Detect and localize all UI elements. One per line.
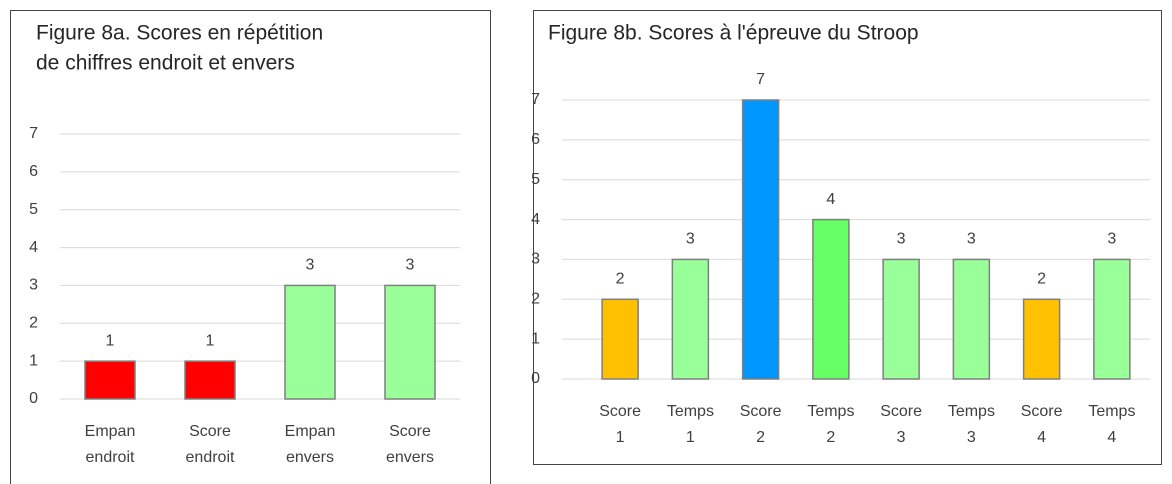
- bar: [882, 258, 920, 380]
- x-tick-label: Score: [599, 403, 641, 420]
- x-tick-label: endroit: [186, 449, 235, 466]
- chart-title: Figure 8a. Scores en répétition: [36, 22, 323, 45]
- x-tick-label: Temps: [1088, 403, 1135, 420]
- bar: [601, 298, 639, 380]
- value-label: 3: [406, 257, 415, 274]
- y-tick-label: 6: [531, 131, 540, 148]
- value-label: 1: [106, 332, 115, 349]
- y-tick-label: 0: [531, 370, 540, 387]
- value-label: 3: [306, 257, 315, 274]
- x-tick-label: Score: [189, 423, 231, 440]
- bar: [184, 360, 236, 400]
- value-label: 7: [756, 71, 765, 88]
- value-label: 2: [616, 271, 625, 288]
- x-tick-label: 1: [686, 429, 695, 446]
- x-tick-label: endroit: [86, 449, 135, 466]
- y-tick-label: 6: [29, 163, 38, 180]
- chart-title: de chiffres endroit et envers: [36, 52, 295, 75]
- y-tick-label: 3: [29, 277, 38, 294]
- bar: [741, 99, 780, 380]
- x-tick-label: Score: [389, 423, 431, 440]
- x-tick-label: Score: [740, 403, 782, 420]
- y-tick-label: 4: [531, 211, 540, 228]
- x-tick-label: 2: [756, 429, 765, 446]
- x-tick-label: 4: [1037, 429, 1046, 446]
- x-tick-label: Score: [1021, 403, 1063, 420]
- value-label: 4: [826, 191, 835, 208]
- y-tick-label: 5: [29, 201, 38, 218]
- bar: [1093, 258, 1131, 380]
- x-tick-label: 3: [967, 429, 976, 446]
- y-tick-label: 1: [29, 352, 38, 369]
- bar: [84, 360, 136, 400]
- x-tick-label: Empan: [85, 423, 136, 440]
- y-tick-label: 0: [29, 390, 38, 407]
- x-tick-label: Score: [880, 403, 922, 420]
- x-tick-label: Temps: [667, 403, 714, 420]
- y-tick-label: 3: [531, 251, 540, 268]
- x-tick-label: Empan: [285, 423, 336, 440]
- value-label: 3: [897, 231, 906, 248]
- x-tick-label: envers: [286, 449, 334, 466]
- y-tick-label: 1: [531, 330, 540, 347]
- value-label: 3: [1107, 231, 1116, 248]
- x-tick-label: envers: [386, 449, 434, 466]
- chart-title: Figure 8b. Scores à l'épreuve du Stroop: [548, 22, 919, 45]
- y-tick-label: 2: [29, 315, 38, 332]
- y-tick-label: 7: [531, 91, 540, 108]
- y-tick-label: 7: [29, 125, 38, 142]
- x-tick-label: 1: [616, 429, 625, 446]
- value-label: 1: [206, 332, 215, 349]
- y-tick-label: 2: [531, 291, 540, 308]
- y-tick-label: 4: [29, 239, 38, 256]
- bar: [384, 284, 436, 400]
- bar: [671, 258, 710, 380]
- bar: [952, 258, 991, 380]
- bar: [284, 284, 336, 400]
- bar: [812, 218, 850, 380]
- x-tick-label: 4: [1107, 429, 1116, 446]
- x-tick-label: Temps: [948, 403, 995, 420]
- x-tick-label: 3: [897, 429, 906, 446]
- y-tick-label: 5: [531, 171, 540, 188]
- x-tick-label: Temps: [807, 403, 854, 420]
- value-label: 2: [1037, 271, 1046, 288]
- value-label: 3: [686, 231, 695, 248]
- value-label: 3: [967, 231, 976, 248]
- bar: [1022, 298, 1061, 380]
- x-tick-label: 2: [826, 429, 835, 446]
